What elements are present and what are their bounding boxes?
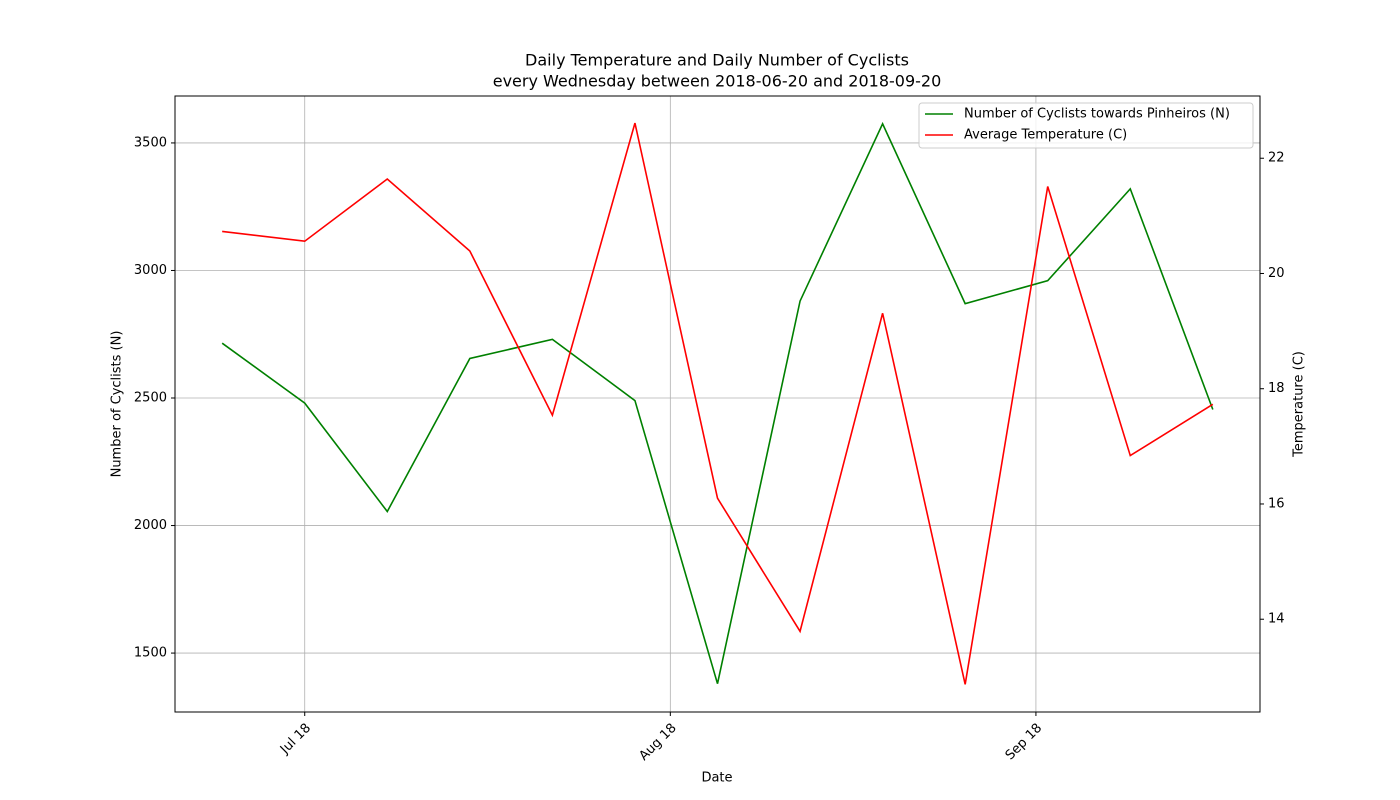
chart-subtitle: every Wednesday between 2018-06-20 and 2… <box>493 72 942 91</box>
plot-frame <box>174 95 1261 713</box>
y2-tick-label: 20 <box>1268 266 1285 281</box>
y-tick-label: 3500 <box>134 135 167 150</box>
legend-label: Average Temperature (C) <box>964 128 1127 143</box>
y2-axis-label: Temperature (C) <box>1292 351 1307 458</box>
y2-tick-label: 18 <box>1268 381 1285 396</box>
y-tick-label: 2500 <box>134 391 167 406</box>
x-tick-label: Sep 18 <box>1003 721 1046 764</box>
y2-tick-label: 14 <box>1268 612 1285 627</box>
x-axis-label: Date <box>701 771 732 786</box>
series-line <box>222 122 1214 685</box>
x-tick-label: Jul 18 <box>277 721 314 758</box>
y2-tick-label: 16 <box>1268 496 1285 511</box>
y-tick-label: 2000 <box>134 518 167 533</box>
y-axis-label: Number of Cyclists (N) <box>110 331 125 478</box>
legend-label: Number of Cyclists towards Pinheiros (N) <box>964 107 1230 122</box>
y2-tick-label: 22 <box>1268 151 1285 166</box>
y-tick-label: 1500 <box>134 646 167 661</box>
series-line <box>221 121 1214 684</box>
y-tick-label: 3000 <box>134 263 167 278</box>
legend-box <box>918 102 1254 149</box>
x-tick-label: Aug 18 <box>636 721 679 764</box>
chart-title: Daily Temperature and Daily Number of Cy… <box>525 51 909 70</box>
